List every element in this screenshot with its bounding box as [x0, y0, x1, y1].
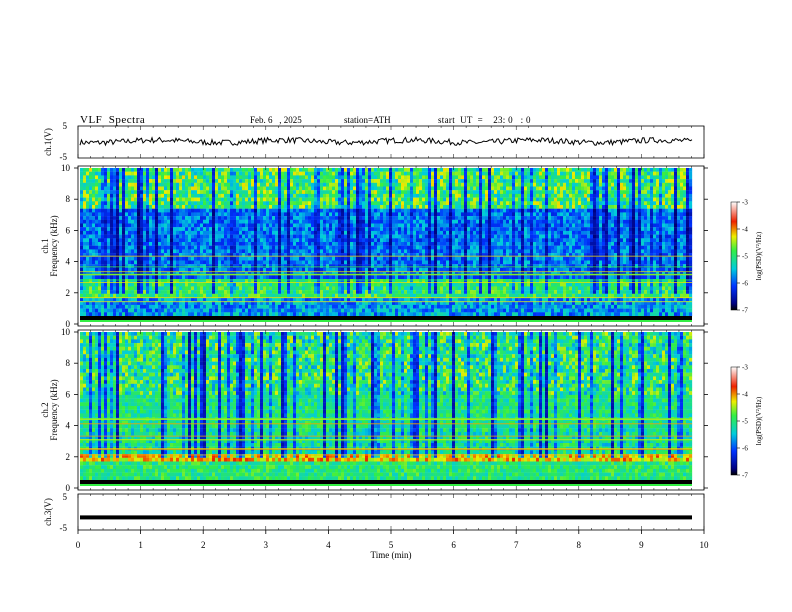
colorbar-tick-label: -4: [742, 226, 748, 234]
colorbar-tick-label: -5: [742, 418, 748, 426]
x-tick-label: 4: [326, 540, 331, 550]
x-tick-label: 7: [514, 540, 519, 550]
ch3-ytick-top: 5: [63, 492, 68, 502]
ch3-volt-label: ch.3(V): [43, 498, 53, 526]
freq-tick-label: 10: [61, 163, 71, 173]
freq-tick-label: 0: [66, 483, 71, 493]
colorbar-tick-label: -3: [742, 199, 748, 207]
ch2-colorbar-label: log(PSD)(V²/Hz): [755, 396, 763, 445]
station-label: station=ATH: [344, 115, 391, 125]
x-tick-label: 0: [76, 540, 81, 550]
ch1-waveform-panel: 5 -5 ch.1(V): [43, 121, 705, 162]
x-tick-label: 6: [451, 540, 456, 550]
colorbar-tick-label: -3: [742, 364, 748, 372]
freq-tick-label: 8: [66, 358, 71, 368]
freq-tick-label: 0: [66, 319, 71, 329]
freq-tick-label: 8: [66, 194, 71, 204]
freq-tick-label: 4: [66, 257, 71, 267]
x-tick-label: 5: [389, 540, 394, 550]
ch2-spectrogram-panel: 10 8 6 4 2 0 ch.2 Frequency (kHz): [40, 327, 708, 493]
colorbar-tick-label: -6: [742, 445, 748, 453]
ch1-spec-freq-label: Frequency (kHz): [49, 215, 59, 276]
colorbar-tick-label: -6: [742, 280, 748, 288]
colorbar-tick-label: -5: [742, 253, 748, 261]
ch1-spec-channel-label: ch.1: [40, 238, 50, 253]
x-tick-label: 1: [138, 540, 143, 550]
freq-tick-label: 10: [61, 327, 71, 337]
x-tick-label: 2: [201, 540, 206, 550]
freq-tick-label: 4: [66, 421, 71, 431]
start-time-label: start UT = 23: 0 : 0: [438, 115, 531, 125]
x-tick-label: 10: [700, 540, 710, 550]
colorbar-tick-label: -4: [742, 391, 748, 399]
ch2-colorbar: -3 -4 -5 -6 -7 log(PSD)(V²/Hz): [730, 364, 763, 480]
ch1-colorbar-label: log(PSD)(V²/Hz): [755, 231, 763, 280]
ch1-volt-label: ch.1(V): [43, 128, 53, 156]
freq-tick-label: 6: [66, 389, 71, 399]
ch2-spec-channel-label: ch.2: [40, 402, 50, 417]
ch1-ytick-top: 5: [63, 121, 68, 131]
x-axis-label: Time (min): [371, 550, 412, 560]
ch3-waveform-trace: [80, 515, 692, 520]
x-tick-label: 8: [577, 540, 582, 550]
freq-tick-label: 2: [66, 288, 71, 298]
ch1-spectrogram-panel: 10 8 6 4 2 0 ch.1 Frequency (kHz): [40, 163, 708, 329]
colorbar-tick-label: -7: [742, 472, 748, 480]
ch1-spectrogram-image: [80, 168, 693, 322]
ch1-ytick-bottom: -5: [60, 152, 68, 162]
ch1-waveform-trace: [79, 136, 693, 147]
ch1-colorbar: -3 -4 -5 -6 -7 log(PSD)(V²/Hz): [730, 199, 763, 315]
time-axis: 0 1 2 3 4 5 6 7 8 9 10: [76, 126, 709, 550]
colorbar-tick-label: -7: [742, 307, 748, 315]
freq-tick-label: 2: [66, 452, 71, 462]
x-tick-label: 9: [639, 540, 644, 550]
ch2-spectrogram-image: [80, 332, 693, 486]
ch3-waveform-panel: 5 -5 ch.3(V): [43, 492, 705, 533]
ch3-ytick-bottom: -5: [60, 523, 68, 533]
freq-tick-label: 6: [66, 225, 71, 235]
date-label: Feb. 6 , 2025: [250, 115, 302, 125]
ch2-spec-freq-label: Frequency (kHz): [49, 379, 59, 440]
x-tick-label: 3: [264, 540, 269, 550]
figure-title: VLF Spectra: [80, 114, 146, 126]
